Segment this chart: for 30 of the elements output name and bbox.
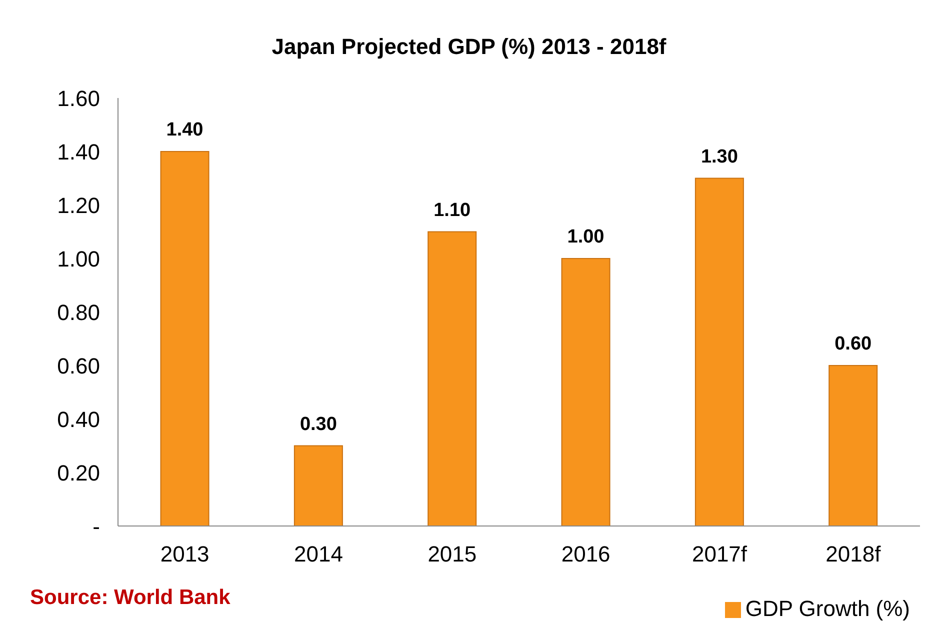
data-label: 1.10 <box>434 200 471 221</box>
y-tick-label: 0.60 <box>57 353 100 378</box>
chart-title: Japan Projected GDP (%) 2013 - 2018f <box>270 34 668 60</box>
bar <box>428 231 477 526</box>
data-label: 0.30 <box>300 414 337 435</box>
x-tick-label: 2018f <box>826 542 882 567</box>
data-label: 0.60 <box>834 334 872 354</box>
y-tick-label: 1.60 <box>57 86 100 111</box>
y-tick-label: 1.00 <box>57 246 100 272</box>
x-tick-label: 2016 <box>561 542 610 567</box>
data-label: 1.00 <box>567 226 604 248</box>
bar <box>294 445 343 526</box>
y-tick-label: - <box>92 514 100 539</box>
y-tick-label: 0.20 <box>57 460 100 486</box>
x-tick-label: 2013 <box>160 542 210 567</box>
data-label: 1.40 <box>166 120 204 140</box>
y-tick-label: 1.40 <box>57 139 100 164</box>
y-tick-label: 1.20 <box>57 192 100 218</box>
x-tick-label: 2015 <box>428 542 477 567</box>
bar <box>828 365 878 526</box>
x-tick-label: 2017f <box>692 542 748 567</box>
y-tick-label: 0.80 <box>57 300 100 325</box>
y-tick-label: 0.40 <box>57 406 100 432</box>
x-tick-label: 2014 <box>294 542 343 567</box>
data-label: 1.30 <box>700 146 738 168</box>
bar <box>694 178 744 526</box>
legend-label: GDP Growth (%) <box>745 596 910 621</box>
bar <box>160 151 210 526</box>
bar <box>561 258 610 526</box>
source-note: Source: World Bank <box>30 586 230 610</box>
